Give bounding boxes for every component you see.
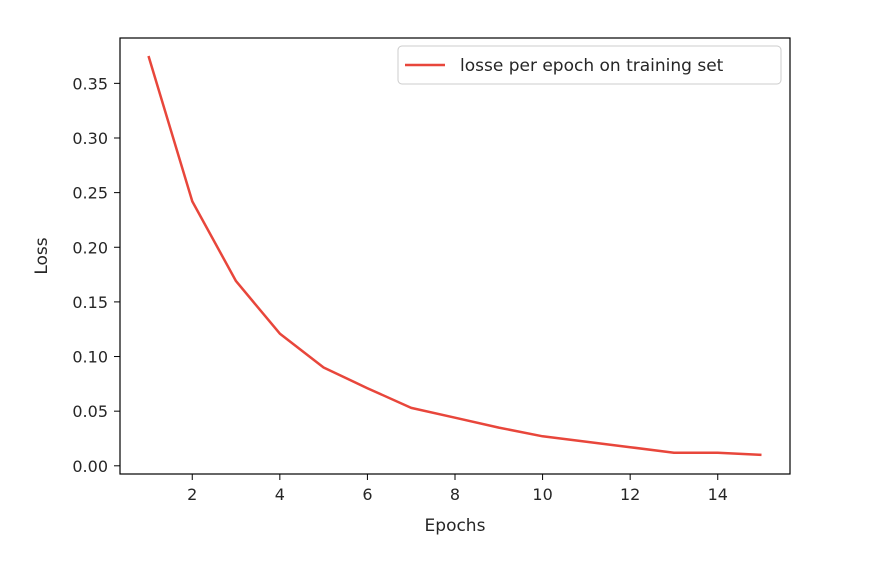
legend-label: losse per epoch on training set (460, 56, 724, 76)
y-tick-label: 0.15 (72, 293, 108, 312)
plot-series (147, 55, 762, 457)
y-tick-label: 0.35 (72, 74, 108, 93)
plot-frame (119, 37, 791, 475)
x-tick-label: 4 (275, 485, 285, 504)
y-tick-label: 0.00 (72, 457, 108, 476)
x-tick-label: 8 (450, 485, 460, 504)
y-tick-label: 0.25 (72, 184, 108, 203)
y-axis-label: Loss (32, 237, 52, 274)
loss-series-line (147, 55, 762, 457)
x-tick-label: 14 (708, 485, 728, 504)
x-tick-label: 6 (362, 485, 372, 504)
y-tick-label: 0.10 (72, 348, 108, 367)
x-axis-label: Epochs (425, 516, 486, 536)
legend-box (397, 45, 782, 85)
x-tick-label: 10 (532, 485, 552, 504)
legend: losse per epoch on training set (397, 45, 782, 85)
y-tick-label: 0.05 (72, 402, 108, 421)
x-tick-label: 2 (187, 485, 197, 504)
y-tick-label: 0.30 (72, 129, 108, 148)
y-tick-label: 0.20 (72, 238, 108, 257)
x-tick-label: 12 (620, 485, 640, 504)
x-axis-ticks: 2 4 6 8 10 12 14 (187, 474, 728, 504)
y-axis-ticks: 0.00 0.05 0.10 0.15 0.20 0.25 0.30 0.35 (72, 74, 120, 476)
